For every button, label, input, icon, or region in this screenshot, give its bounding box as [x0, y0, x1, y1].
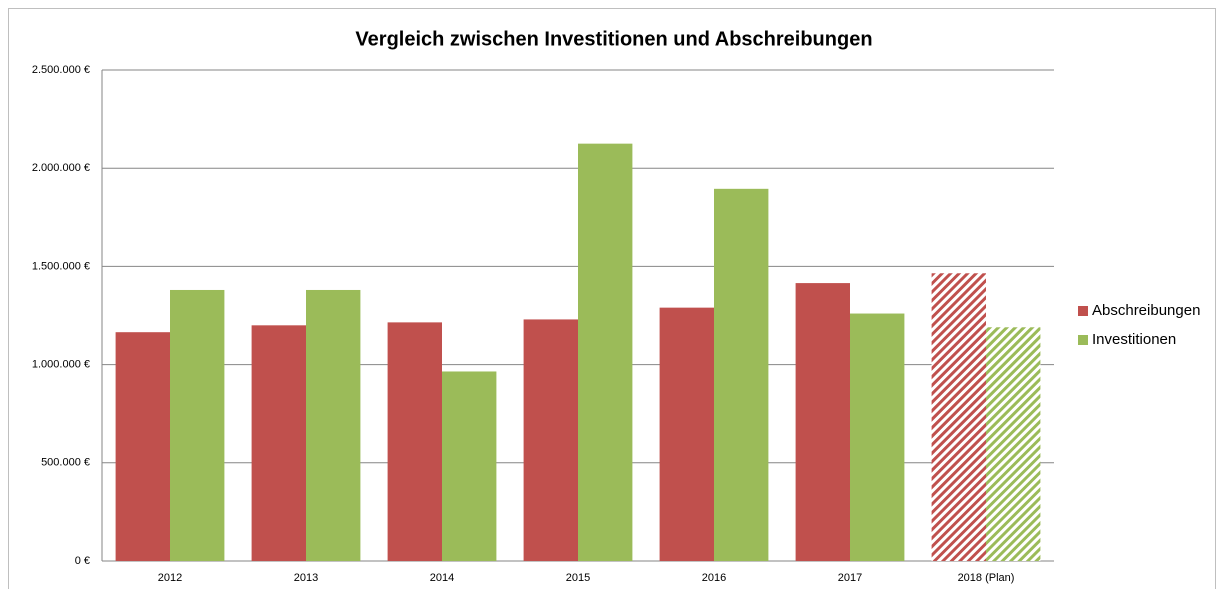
y-tick-label: 0 € [75, 555, 90, 567]
bar [523, 319, 578, 561]
bar [850, 313, 905, 561]
bar [251, 325, 306, 561]
bar [931, 273, 986, 561]
bar [714, 188, 769, 561]
chart-title: Vergleich zwischen Investitionen und Abs… [355, 28, 872, 50]
y-tick-label: 2.000.000 € [32, 162, 90, 174]
bar [115, 332, 170, 561]
y-tick-label: 2.500.000 € [32, 64, 90, 76]
x-tick-label: 2013 [294, 572, 318, 584]
x-tick-label: 2014 [430, 572, 454, 584]
legend-label: Investitionen [1092, 331, 1176, 348]
x-tick-label: 2016 [702, 572, 726, 584]
x-tick-label: 2012 [158, 572, 182, 584]
bar [306, 289, 361, 561]
bar [659, 307, 714, 561]
bar [442, 371, 497, 561]
bar [795, 283, 850, 561]
bar [578, 143, 633, 561]
bar [170, 289, 225, 561]
legend-label: Abschreibungen [1092, 302, 1200, 319]
y-tick-label: 1.000.000 € [32, 359, 90, 371]
bar [387, 322, 442, 561]
y-tick-label: 1.500.000 € [32, 260, 90, 272]
x-tick-label: 2015 [566, 572, 590, 584]
bar [986, 327, 1041, 561]
y-tick-label: 500.000 € [41, 457, 90, 469]
x-tick-label: 2017 [838, 572, 862, 584]
x-tick-label: 2018 (Plan) [958, 572, 1015, 584]
legend-swatch [1078, 306, 1088, 316]
legend-swatch [1078, 335, 1088, 345]
